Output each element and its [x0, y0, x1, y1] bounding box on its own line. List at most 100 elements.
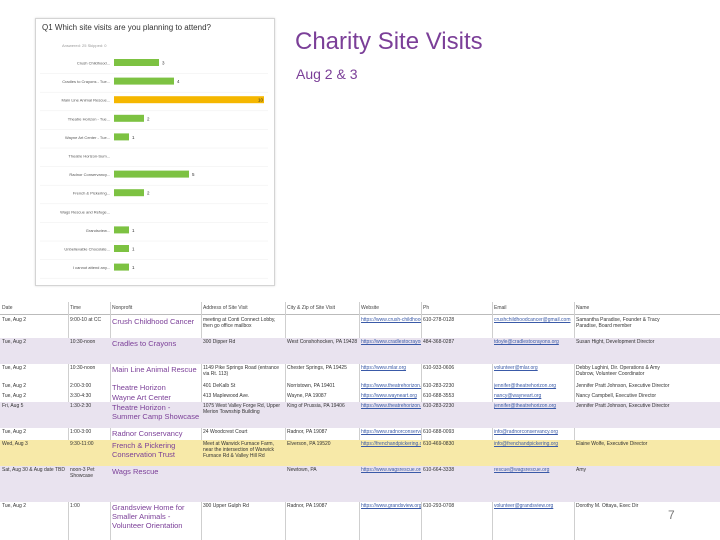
table-row: Wed, Aug 3 9:30-11:00 French & Pickering C…	[0, 440, 720, 466]
cell-contact: Samantha Paradise, Founder & Tracy Parad…	[576, 317, 660, 329]
cell-phone: 610-283-2230	[423, 403, 455, 409]
table-row: Tue, Aug 2 1:00-3:00 Radnor Conservancy 24 …	[0, 428, 720, 440]
cell-addr: 300 Upper Gulph Rd	[203, 503, 249, 509]
cell-time: 9:00-10 at CC	[70, 317, 102, 323]
nonprofit-name: Cradles to Crayons	[112, 339, 177, 348]
cell-phone: 610-293-0708	[423, 503, 455, 509]
nonprofit-name: Wags Rescue	[112, 467, 159, 476]
bar-value-label: 1	[132, 135, 135, 140]
cell-contact: Susan Hight, Development Director	[576, 339, 655, 345]
bar-category-label: Crush Childhood...	[77, 61, 110, 66]
cell-date: Fri, Aug 5	[2, 403, 24, 409]
cell-time: 9:30-11:00	[70, 441, 94, 447]
table-header-cell: City & Zip of Site Visit	[287, 305, 335, 311]
bar-category-label: Radnor Conservancy...	[69, 172, 110, 177]
cell-time: 1:30-2:30	[70, 403, 92, 409]
cell-phone: 610-469-0830	[423, 441, 455, 447]
bar	[114, 133, 129, 141]
cell-web[interactable]: https://www.mlar.org	[361, 365, 407, 371]
table-row: Tue, Aug 2 10:30-noon Main Line Animal Res…	[0, 364, 720, 382]
bar	[114, 77, 174, 85]
bar-category-label: Theatre Horizon - Tue...	[68, 116, 110, 121]
bar	[114, 189, 144, 197]
cell-time: noon-3 Pet Showcase	[70, 467, 95, 479]
cell-contact: Dorothy M. Ottaya, Exec Dir	[576, 503, 639, 509]
nonprofit-name: Theatre Horizon - Summer Camp Showcase	[112, 403, 200, 421]
cell-date: Tue, Aug 2	[2, 393, 26, 399]
cell-contact: Elaine Wolfe, Executive Director	[576, 441, 648, 447]
cell-phone: 610-688-0093	[423, 429, 455, 435]
bar-value-label: 3	[162, 61, 165, 66]
cell-addr: 413 Maplewood Ave.	[203, 393, 250, 399]
table-row: Sat, Aug 30 & Aug date TBD noon-3 Pet Sho…	[0, 466, 720, 502]
cell-contact: Debby Lughini, Dir. Operations & Amy Dub…	[576, 365, 660, 377]
table-row: Tue, Aug 2 3:30-4:30 Wayne Art Center 413 M…	[0, 392, 720, 402]
bar-category-label: Cradles to Crayons - Tue...	[62, 79, 110, 84]
cell-contact: Nancy Campbell, Executive Director	[576, 393, 657, 399]
slide-title: Charity Site Visits	[295, 28, 483, 55]
cell-city: West Conshohocken, PA 19428	[287, 339, 358, 345]
bar-category-label: Grandsview...	[86, 228, 110, 233]
bar-value-label: 2	[147, 116, 150, 121]
table-row: Fri, Aug 5 1:30-2:30 Theatre Horizon - Sum…	[0, 402, 720, 428]
cell-web[interactable]: https://www.crush-childhood-cancer.org	[361, 317, 421, 323]
cell-email[interactable]: jennifer@theatrehorizon.org	[494, 403, 557, 409]
bar-category-label: Theatre Horizon-Sum...	[68, 154, 110, 159]
bar-value-label: 1	[132, 247, 135, 252]
cell-time: 10:30-noon	[70, 365, 96, 371]
cell-date: Wed, Aug 3	[2, 441, 28, 447]
cell-phone: 610-278-0128	[423, 317, 455, 323]
table-row: Tue, Aug 2 1:00 Grandsview Home for Smalle…	[0, 502, 720, 534]
table-header-cell: Date	[2, 305, 13, 311]
cell-time: 10:30-noon	[70, 339, 96, 345]
cell-phone: 610-664-3338	[423, 467, 455, 473]
cell-web[interactable]: https://www.theatrehorizon.org	[361, 383, 421, 389]
cell-contact: Amy	[576, 467, 586, 473]
cell-city: Wayne, PA 19087	[287, 393, 327, 399]
cell-email[interactable]: info@radnorconservancy.org	[494, 429, 558, 435]
bar	[114, 96, 264, 104]
bar	[114, 59, 159, 66]
cell-email[interactable]: volunteer@grandsview.org	[494, 503, 554, 509]
table-row: Tue, Aug 2 9:00-10 at CC Crush Childhood C…	[0, 316, 720, 338]
cell-email[interactable]: jennifer@theatrehorizon.org	[494, 383, 557, 389]
cell-web[interactable]: https://frenchandpickering.org	[361, 441, 421, 447]
cell-web[interactable]: https://www.theatrehorizon.org	[361, 403, 421, 409]
bar-value-label: 10	[258, 98, 264, 103]
cell-email[interactable]: nancy@wayneart.org	[494, 393, 542, 399]
nonprofit-name: Crush Childhood Cancer	[112, 317, 195, 326]
bar	[114, 226, 129, 234]
cell-email[interactable]: rescue@wagsrescue.org	[494, 467, 550, 473]
slide-subtitle: Aug 2 & 3	[296, 66, 358, 82]
cell-addr: 401 DeKalb St	[203, 383, 236, 389]
cell-email[interactable]: crushchildhoodcancer@gmail.com	[494, 317, 571, 323]
cell-email[interactable]: info@frenchandpickering.org	[494, 441, 559, 447]
cell-date: Tue, Aug 2	[2, 503, 26, 509]
bar-value-label: 2	[147, 191, 150, 196]
cell-email[interactable]: tdoyle@cradlestocrayons.org	[494, 339, 559, 345]
cell-time: 2:00-3:00	[70, 383, 92, 389]
cell-web[interactable]: https://www.grandsview.org	[361, 503, 421, 509]
survey-bar-chart: Crush Childhood... 3 Cradles to Crayons - …	[40, 59, 268, 279]
cell-addr: 24 Woodcrest Court	[203, 429, 248, 435]
cell-city: King of Prussia, PA 19406	[287, 403, 345, 409]
cell-time: 1:00	[70, 503, 80, 509]
bar-category-label: Unbelievable Chocolate...	[64, 247, 110, 252]
table-header-cell: Ph	[423, 305, 430, 311]
bar-category-label: Wags Rescue and Refuge...	[60, 209, 110, 214]
table-header-cell: Email	[494, 305, 507, 311]
cell-city: Chester Springs, PA 19425	[287, 365, 347, 371]
cell-web[interactable]: https://www.wayneart.org	[361, 393, 417, 399]
cell-web[interactable]: https://www.radnorconservancy.org	[361, 429, 421, 435]
survey-meta: Answered: 25 Skipped: 0	[62, 43, 107, 48]
cell-addr: Meet at Warwick Furnace Farm, near the i…	[203, 441, 274, 459]
table-row: Tue, Aug 2 2:00-3:00 Theatre Horizon 401 De…	[0, 382, 720, 392]
cell-web[interactable]: https://www.cradlestocrayons.org	[361, 339, 421, 345]
cell-city: Radnor, PA 19087	[287, 503, 328, 509]
cell-web[interactable]: https://www.wagsrescue.org	[361, 467, 421, 473]
page-number: 7	[668, 508, 675, 522]
table-row: Tue, Aug 2 10:30-noon Cradles to Crayons 30…	[0, 338, 720, 364]
cell-city: Radnor, PA 19087	[287, 429, 328, 435]
cell-email[interactable]: volunteer@mlar.org	[494, 365, 538, 371]
survey-chart-panel: Q1 Which site visits are you planning to…	[35, 18, 275, 286]
